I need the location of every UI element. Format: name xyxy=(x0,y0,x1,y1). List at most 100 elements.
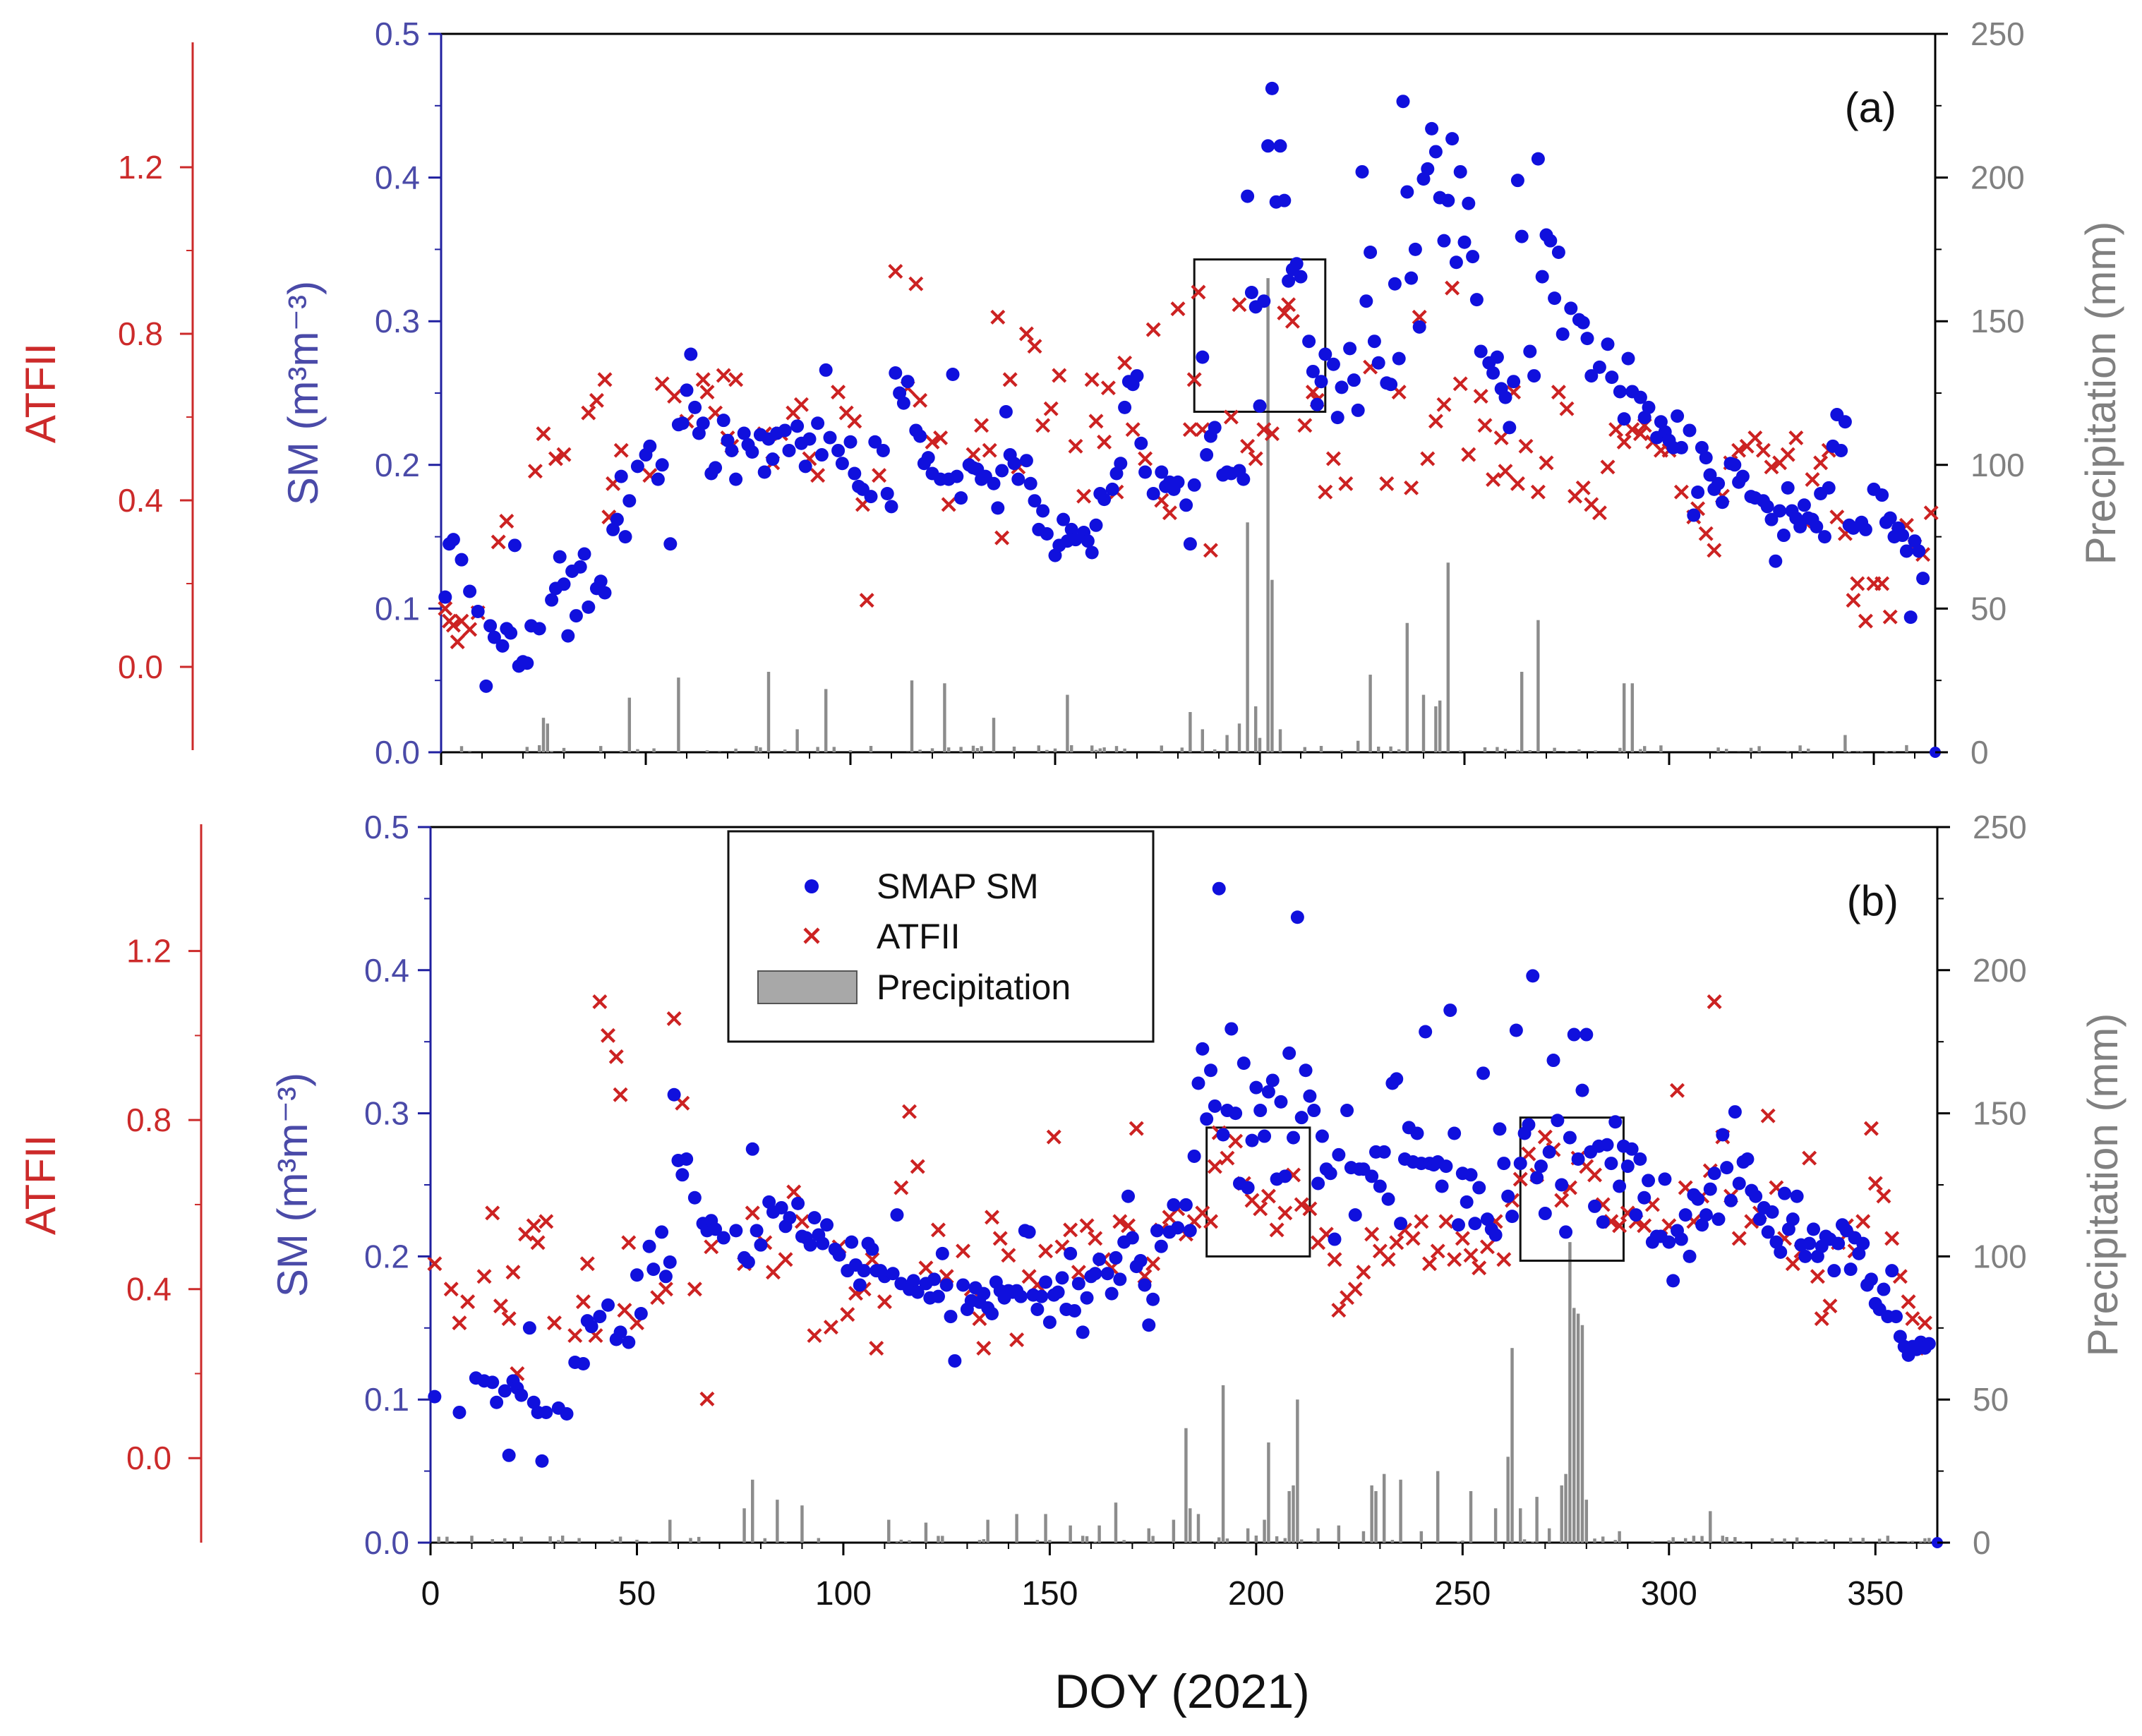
atfii-point xyxy=(499,514,515,529)
precip-bar xyxy=(1725,1536,1728,1543)
smap-point xyxy=(1364,245,1378,259)
atfii-point xyxy=(1145,1256,1161,1272)
atfii-point xyxy=(667,389,682,404)
smap-point xyxy=(1764,512,1779,526)
smap-point xyxy=(646,1262,661,1277)
smap-point xyxy=(811,416,825,430)
smap-point xyxy=(931,1289,945,1303)
precip-bar xyxy=(620,750,623,752)
precip-bar xyxy=(1438,700,1442,752)
smap-point xyxy=(545,593,559,607)
atfii-point xyxy=(527,464,543,479)
smap-point xyxy=(1093,1252,1107,1266)
atfii-point xyxy=(704,1239,719,1255)
atfii-point xyxy=(579,1256,595,1272)
precip-bar xyxy=(1783,1538,1786,1543)
smap-point xyxy=(1810,1249,1824,1263)
atfii-point xyxy=(1788,430,1804,445)
precip-bar xyxy=(1522,1539,1527,1543)
precip-bar xyxy=(1319,746,1323,752)
smap-point xyxy=(1486,366,1500,380)
atfii-point xyxy=(1422,1256,1438,1272)
smap-point xyxy=(757,465,771,479)
precip-bar xyxy=(1299,1539,1304,1543)
smap-point xyxy=(876,443,890,457)
smap-point xyxy=(1229,1107,1243,1121)
smap-point xyxy=(663,537,678,551)
smap-point xyxy=(1348,1208,1362,1222)
precip-bar xyxy=(1623,683,1626,752)
atfii-point xyxy=(990,309,1006,325)
precip-tick-label: 250 xyxy=(1973,809,2027,845)
smap-point xyxy=(1011,472,1025,486)
atfii-point xyxy=(728,372,744,387)
atfii-point xyxy=(1780,447,1795,462)
atfii-point xyxy=(1002,372,1018,387)
smap-point xyxy=(864,490,878,504)
smap-point xyxy=(614,469,628,483)
precip-tick-label: 200 xyxy=(1970,159,2025,196)
legend: SMAP SM ATFII Precipitation xyxy=(727,830,1155,1043)
atfii-point xyxy=(1430,1243,1445,1259)
atfii-point xyxy=(1905,1311,1920,1327)
atfii-point xyxy=(1009,1332,1025,1348)
precip-bar xyxy=(899,1539,903,1543)
precip-bar xyxy=(1572,1308,1576,1543)
precip-bar xyxy=(1506,1457,1510,1543)
smap-point xyxy=(1204,1063,1218,1078)
smap-point xyxy=(1531,152,1545,166)
smap-point xyxy=(576,1357,590,1370)
sm-tick-label: 0.2 xyxy=(364,1238,409,1274)
smap-point xyxy=(1474,344,1488,358)
smap-point xyxy=(1472,1181,1486,1195)
precip-bar xyxy=(1189,711,1192,752)
precip-bar xyxy=(618,1536,622,1543)
smap-point xyxy=(557,577,571,591)
smap-point xyxy=(1408,242,1422,256)
atfii-point xyxy=(1389,1235,1404,1250)
precip-tick-label: 100 xyxy=(1970,447,2025,483)
atfii-point xyxy=(1477,418,1493,433)
smap-point xyxy=(729,472,743,486)
atfii-point xyxy=(1318,484,1333,500)
smap-point xyxy=(446,533,460,547)
smap-point xyxy=(1790,1189,1804,1203)
atfii-point xyxy=(893,1180,909,1195)
atfii-point xyxy=(438,601,453,616)
smap-point xyxy=(598,586,612,600)
smap-point xyxy=(1287,1131,1301,1145)
smap-point xyxy=(655,1225,669,1239)
smap-point xyxy=(1683,1249,1697,1263)
atfii-point xyxy=(778,1252,793,1267)
smap-point xyxy=(782,443,796,457)
smap-point xyxy=(819,363,833,377)
precip-bar xyxy=(1122,1540,1126,1543)
atfii-point xyxy=(1207,1159,1222,1174)
smap-point xyxy=(1051,1285,1065,1299)
precip-bar xyxy=(1405,622,1409,752)
atfii-point xyxy=(1445,280,1460,296)
atfii-point xyxy=(766,1265,781,1280)
atfii-point xyxy=(1428,414,1443,429)
smap-point xyxy=(1036,504,1050,518)
precip-bar xyxy=(1012,746,1016,752)
smap-point xyxy=(1858,522,1872,536)
smap-point xyxy=(935,1246,949,1260)
precip-bar xyxy=(1536,620,1540,752)
smap-point xyxy=(569,609,583,623)
smap-point xyxy=(1410,1126,1424,1140)
precip-tick-label: 150 xyxy=(1970,303,2025,339)
smap-point xyxy=(1097,493,1112,507)
precip-bar xyxy=(848,750,853,752)
atfii-point xyxy=(877,1294,892,1310)
precip-bar xyxy=(1741,1541,1745,1543)
precip-bar xyxy=(977,1540,982,1543)
atfii-point xyxy=(956,1243,971,1259)
precip-bar xyxy=(800,1505,804,1543)
smap-point xyxy=(1916,572,1930,586)
smap-point xyxy=(1464,1168,1478,1182)
smap-point xyxy=(1118,400,1132,414)
smap-point xyxy=(1580,1027,1594,1042)
atfii-point xyxy=(505,1265,521,1280)
